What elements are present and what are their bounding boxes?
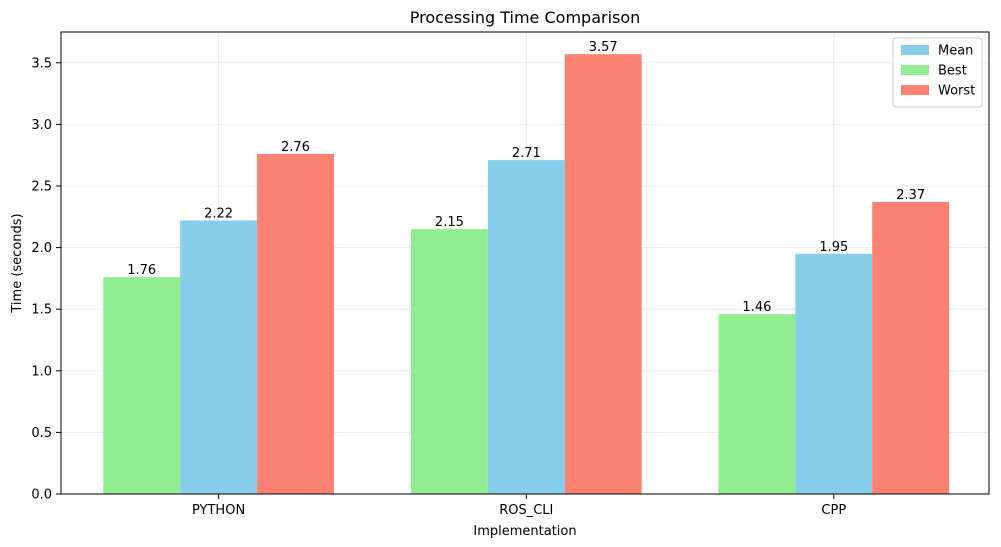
legend: Mean Best Worst: [892, 37, 983, 108]
x-axis-label: Implementation: [473, 524, 576, 539]
data-label: 2.71: [512, 146, 541, 161]
bar-mean: [487, 160, 565, 495]
data-label: 1.95: [819, 240, 848, 255]
x-axis: PYTHON ROS_CLI CPP: [192, 494, 846, 518]
legend-swatch-best: [901, 65, 929, 75]
data-label: 1.76: [127, 263, 156, 278]
y-axis-label: Time (seconds): [10, 213, 25, 313]
data-label: 2.22: [204, 206, 233, 221]
data-label: 2.76: [281, 140, 310, 155]
data-label: 2.15: [435, 215, 464, 230]
x-tick-label: CPP: [821, 503, 846, 518]
bar-worst: [257, 153, 334, 494]
y-tick-label: 1.5: [31, 303, 52, 318]
legend-swatch-worst: [901, 85, 929, 95]
bar-best: [410, 229, 488, 494]
bar-worst: [872, 202, 950, 495]
data-label: 3.57: [589, 40, 618, 55]
legend-label: Worst: [938, 84, 975, 99]
bars: [103, 54, 950, 495]
bar-mean: [180, 220, 258, 494]
legend-label: Best: [938, 64, 967, 79]
y-tick-label: 0.5: [31, 426, 52, 441]
x-tick-label: ROS_CLI: [499, 503, 553, 518]
data-label: 2.37: [896, 188, 925, 203]
bar-mean: [795, 253, 873, 494]
bar-best: [103, 277, 181, 494]
x-tick-label: PYTHON: [192, 503, 245, 518]
y-tick-label: 3.5: [31, 56, 52, 71]
plot-frame: [60, 31, 990, 495]
data-labels: 1.76 2.15 1.46 2.22 2.71 1.95 2.76 3.57 2.37: [127, 40, 925, 315]
bar-worst: [564, 54, 642, 495]
bar-best: [718, 314, 796, 494]
y-axis: 0.0 0.5 1.0 1.5 2.0 2.5 3.0 3.5: [31, 56, 61, 503]
y-tick-label: 3.0: [31, 118, 52, 133]
data-label: 1.46: [742, 300, 771, 315]
legend-swatch-mean: [901, 45, 929, 55]
legend-label: Mean: [938, 44, 973, 59]
y-tick-label: 1.0: [31, 364, 52, 379]
y-tick-label: 2.0: [31, 241, 52, 256]
chart-title: Processing Time Comparison: [410, 8, 641, 27]
y-tick-label: 0.0: [31, 488, 52, 503]
y-tick-label: 2.5: [31, 180, 52, 195]
